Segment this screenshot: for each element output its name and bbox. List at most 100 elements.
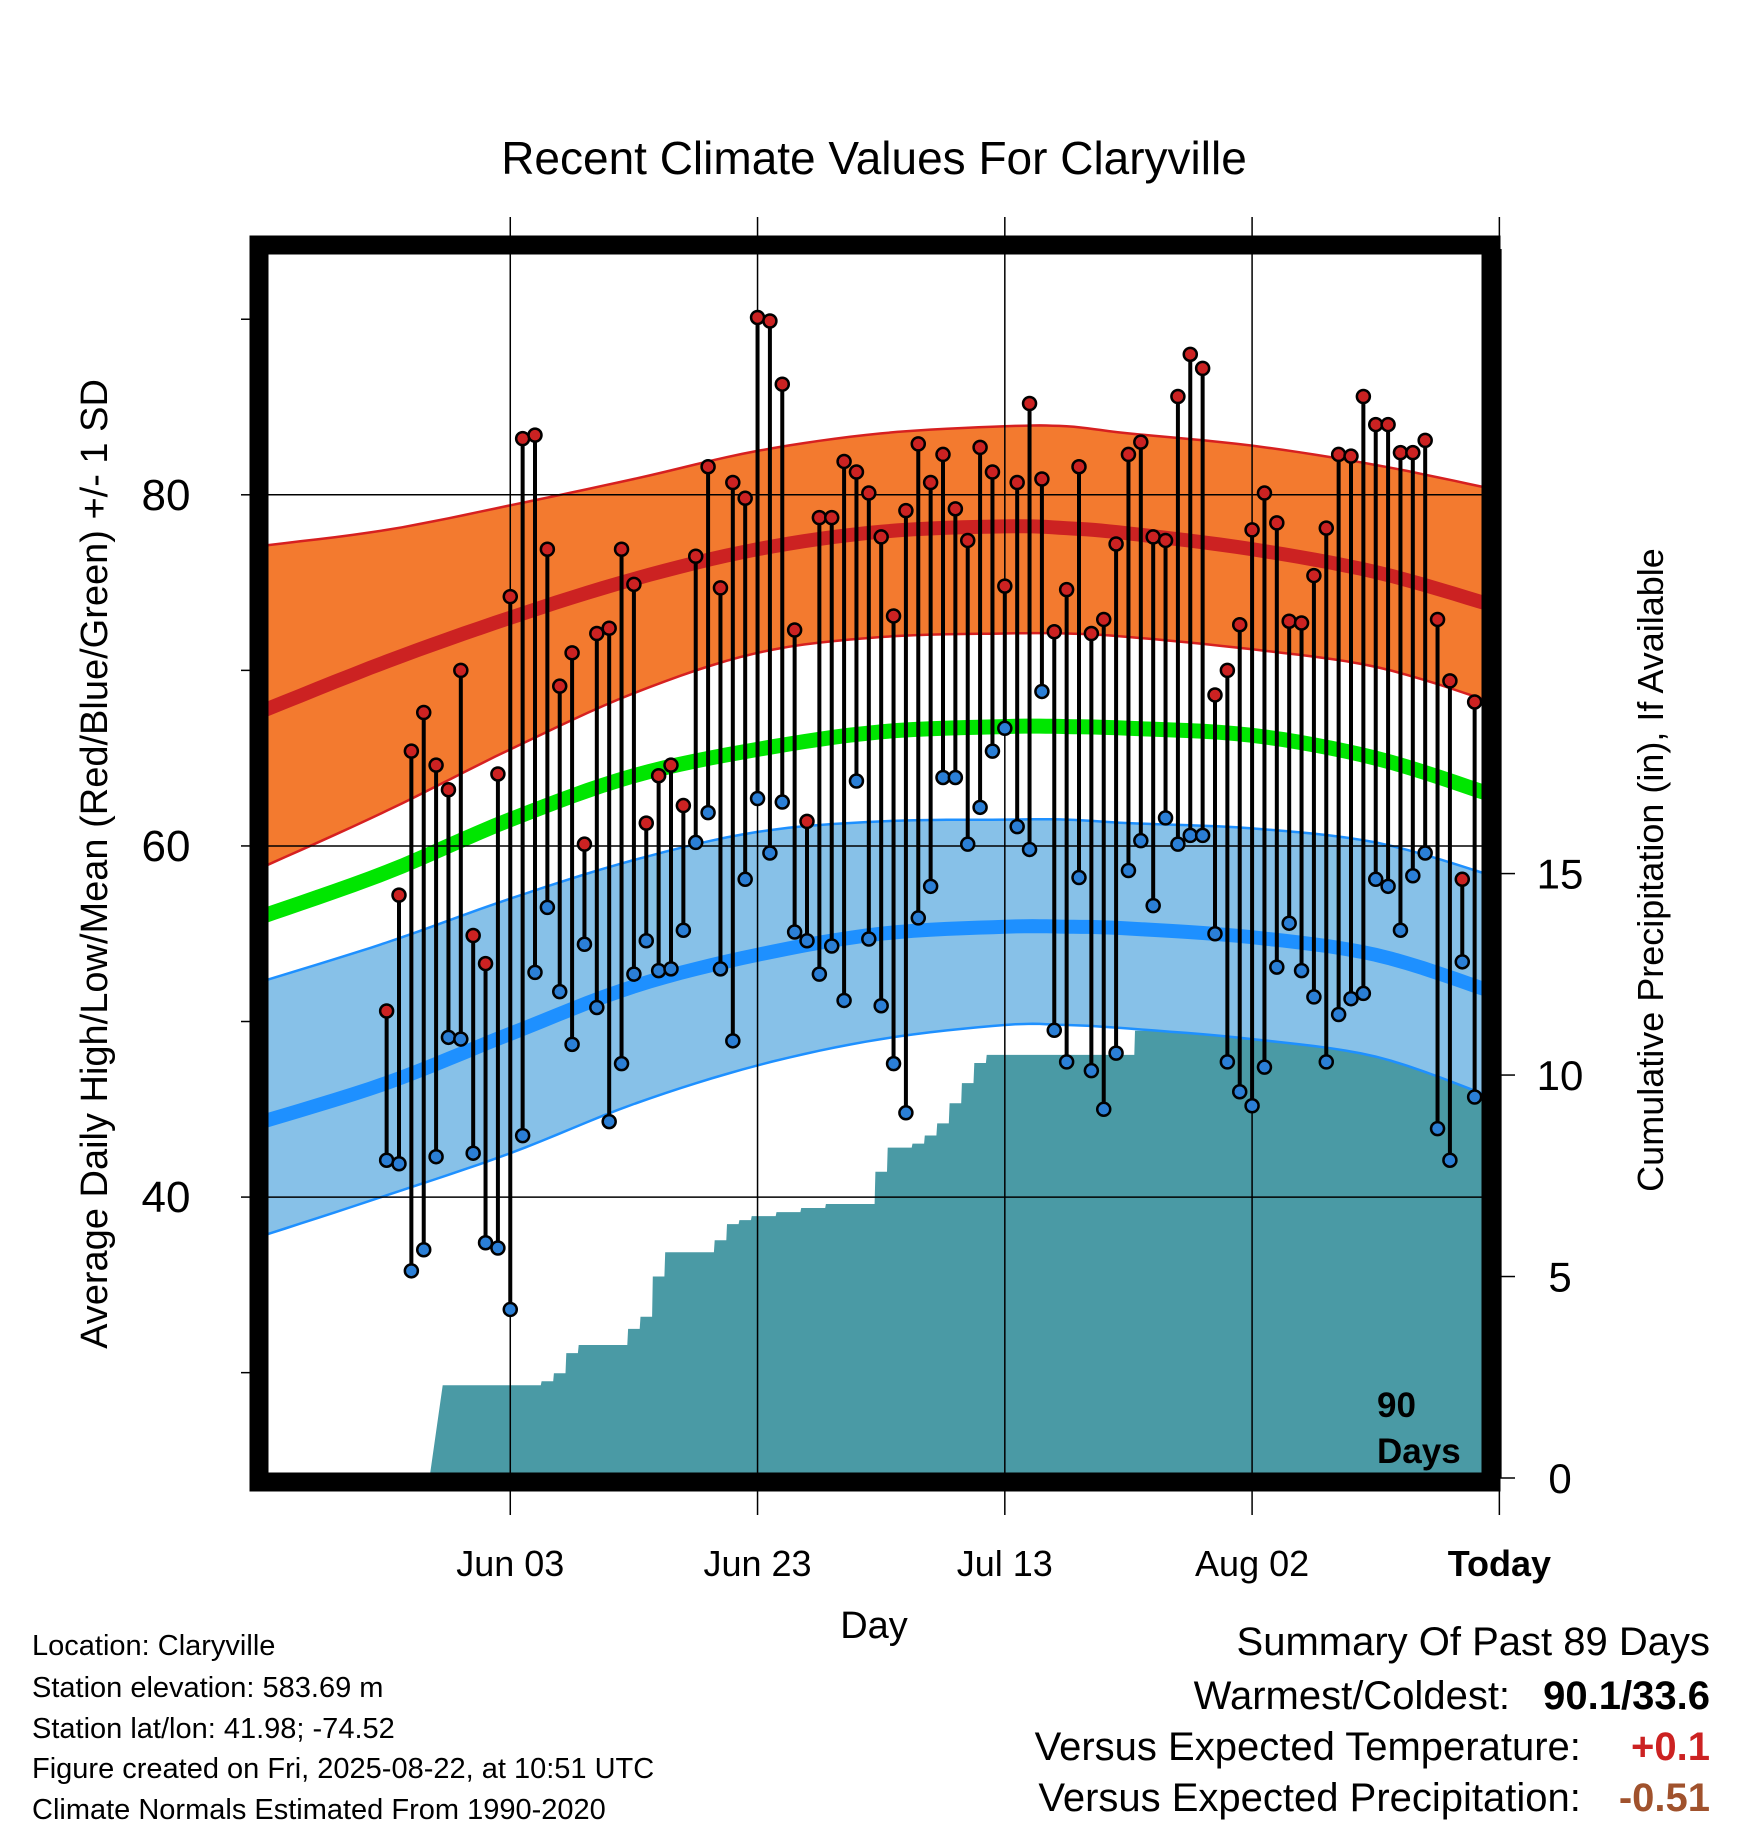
low-point bbox=[811, 966, 828, 982]
low-point bbox=[564, 1036, 580, 1053]
footer-latlon: Station lat/lon: 41.98; -74.52 bbox=[32, 1713, 395, 1745]
x-tick-label: Jul 13 bbox=[957, 1543, 1053, 1584]
low-point bbox=[663, 961, 679, 977]
low-point bbox=[403, 1263, 420, 1279]
low-point bbox=[1380, 878, 1396, 895]
high-point bbox=[551, 678, 568, 694]
low-point bbox=[1083, 1062, 1100, 1079]
high-point bbox=[1442, 673, 1458, 689]
low-point bbox=[1133, 832, 1149, 849]
high-point bbox=[749, 309, 766, 326]
low-point bbox=[959, 836, 976, 852]
low-point bbox=[1095, 1101, 1112, 1118]
low-point bbox=[1429, 1120, 1446, 1137]
chart-title: Recent Climate Values For Claryville bbox=[501, 132, 1247, 184]
low-point bbox=[477, 1234, 494, 1251]
low-point bbox=[1454, 954, 1471, 970]
today-days-label-2: Days bbox=[1377, 1432, 1461, 1471]
high-point bbox=[428, 757, 444, 773]
high-point bbox=[663, 757, 679, 773]
high-point bbox=[1157, 532, 1174, 549]
high-point bbox=[477, 955, 494, 972]
low-point bbox=[898, 1105, 914, 1121]
low-point bbox=[502, 1301, 519, 1318]
high-point bbox=[490, 766, 506, 782]
high-point bbox=[1244, 522, 1260, 538]
high-point bbox=[1429, 611, 1446, 628]
high-point bbox=[564, 645, 580, 661]
high-point bbox=[1330, 446, 1347, 463]
low-point bbox=[1071, 869, 1087, 886]
low-point bbox=[428, 1148, 444, 1165]
high-point bbox=[972, 439, 988, 456]
low-point bbox=[972, 799, 988, 816]
high-point bbox=[799, 813, 815, 830]
high-point bbox=[650, 767, 667, 784]
low-point bbox=[1442, 1152, 1458, 1168]
low-point bbox=[527, 964, 543, 981]
low-point bbox=[650, 962, 667, 979]
y-tick-label: 40 bbox=[142, 1173, 191, 1222]
summary-temp-label: Versus Expected Temperature: bbox=[1034, 1725, 1581, 1769]
low-point bbox=[1293, 962, 1310, 979]
low-point bbox=[378, 1152, 395, 1168]
high-point bbox=[1231, 616, 1248, 633]
low-point bbox=[1392, 922, 1409, 938]
low-point bbox=[1046, 1022, 1063, 1039]
low-point bbox=[848, 773, 865, 789]
high-point bbox=[1145, 529, 1161, 545]
low-point bbox=[861, 931, 877, 947]
high-point bbox=[440, 782, 457, 798]
low-point bbox=[997, 720, 1013, 737]
low-point bbox=[576, 936, 593, 953]
high-point bbox=[836, 453, 852, 470]
low-point bbox=[1207, 925, 1223, 942]
high-point bbox=[1355, 388, 1372, 405]
high-point bbox=[811, 509, 828, 526]
y2-axis-label: Cumulative Precipitation (in), If Availa… bbox=[1630, 548, 1671, 1192]
high-point bbox=[613, 541, 630, 557]
low-point bbox=[1343, 990, 1359, 1007]
high-point bbox=[502, 588, 519, 605]
summary-warm-cold: Warmest/Coldest: 90.1/33.6 bbox=[1194, 1674, 1710, 1719]
high-point bbox=[848, 464, 865, 480]
low-point bbox=[1318, 1054, 1335, 1070]
y2-tick-label: 5 bbox=[1548, 1254, 1571, 1301]
footer-location: Location: Claryville bbox=[32, 1630, 276, 1662]
low-point bbox=[1034, 683, 1050, 700]
low-point bbox=[1219, 1054, 1236, 1070]
high-point bbox=[1046, 623, 1063, 640]
low-point bbox=[922, 878, 939, 895]
low-point bbox=[1417, 845, 1433, 861]
low-point bbox=[786, 924, 803, 940]
low-point bbox=[638, 933, 655, 949]
low-point bbox=[453, 1031, 469, 1047]
x-tick-label: Jun 03 bbox=[456, 1543, 564, 1584]
high-point bbox=[576, 836, 593, 852]
low-point bbox=[626, 966, 642, 982]
high-point bbox=[391, 887, 407, 903]
high-point bbox=[1405, 444, 1421, 461]
low-point bbox=[749, 790, 766, 807]
low-point bbox=[1330, 1006, 1347, 1023]
low-point bbox=[910, 910, 927, 926]
high-normal-line bbox=[260, 519, 1489, 718]
low-point bbox=[601, 1113, 617, 1130]
summary-precip: Versus Expected Precipitation: -0.51 bbox=[1038, 1776, 1710, 1821]
low-point bbox=[1182, 827, 1199, 844]
y2-tick-label: 10 bbox=[1537, 1052, 1584, 1099]
high-point bbox=[1071, 458, 1087, 475]
x-axis-label: Day bbox=[840, 1605, 908, 1647]
footer-normals-note: Climate Normals Estimated From 1990-2020 bbox=[32, 1794, 606, 1826]
high-point bbox=[601, 620, 617, 636]
low-point bbox=[737, 871, 753, 888]
high-point bbox=[1392, 444, 1409, 461]
high-point bbox=[910, 436, 927, 452]
high-point bbox=[1343, 448, 1359, 464]
high-point bbox=[997, 578, 1013, 594]
low-point bbox=[1170, 836, 1186, 852]
high-point bbox=[465, 927, 481, 944]
low-point bbox=[1021, 841, 1038, 858]
summary-temp: Versus Expected Temperature: +0.1 bbox=[1035, 1725, 1710, 1770]
